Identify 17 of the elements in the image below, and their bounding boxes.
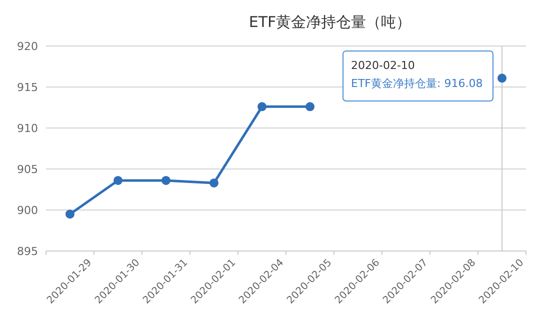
point <box>306 102 314 112</box>
point <box>258 102 266 112</box>
y-tick-label: 910 <box>17 122 38 135</box>
point <box>162 176 170 185</box>
tooltip: 2020-02-10 ETF黄金净持仓量: 916.08 <box>342 50 494 102</box>
y-tick-label: 915 <box>17 81 38 94</box>
chart-title: ETF黄金净持仓量（吨） <box>248 13 412 31</box>
annotation: ETF黄金净持仓量: 916.08 <box>351 77 483 90</box>
y-tick-label: 900 <box>17 204 38 217</box>
y-tick-label: 920 <box>17 40 38 53</box>
point <box>498 74 506 83</box>
point <box>66 210 74 219</box>
annotation: 2020-02-10 <box>351 59 415 72</box>
point <box>210 178 218 188</box>
y-tick-label: 895 <box>17 245 38 258</box>
y-tick-label: 905 <box>17 163 38 176</box>
point <box>114 176 122 185</box>
